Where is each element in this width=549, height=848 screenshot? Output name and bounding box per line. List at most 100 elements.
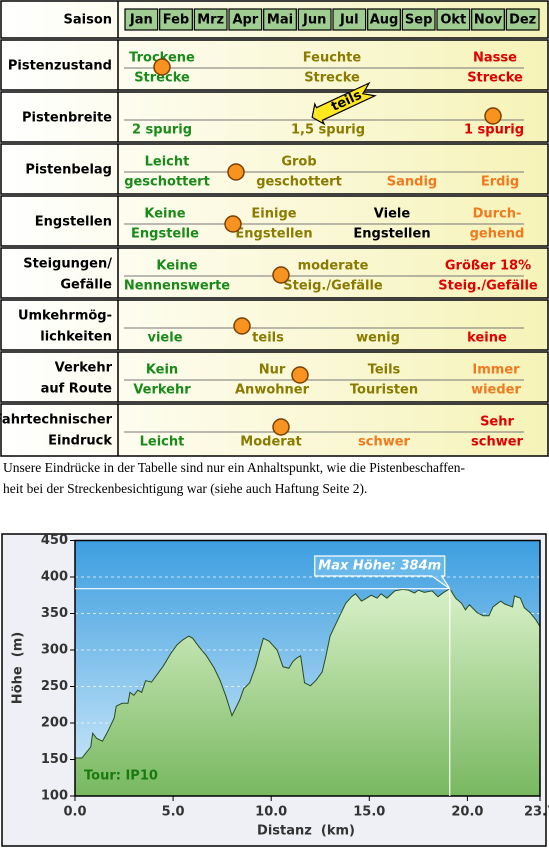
row-option: Größer 18% xyxy=(445,259,531,274)
caption-line: heit bei der Streckenbesichtigung war (s… xyxy=(3,481,367,496)
row-option: 1 spurig xyxy=(464,123,524,138)
month-label: Nov xyxy=(474,13,503,28)
row-option: Einige xyxy=(251,207,296,222)
month-label: Jul xyxy=(339,13,359,28)
month-box xyxy=(228,8,263,31)
elevation-area xyxy=(74,587,541,797)
month-label: Mai xyxy=(267,13,293,28)
month-label: Jun xyxy=(302,13,326,28)
row-option: wieder xyxy=(471,383,521,398)
month-box xyxy=(367,8,401,31)
row-option: geschottert xyxy=(124,175,210,190)
table-row xyxy=(0,351,549,403)
caption-line: Unsere Eindrücke in der Tabelle sind nur… xyxy=(3,460,465,475)
month-box xyxy=(193,8,228,31)
row-option: schwer xyxy=(358,435,411,450)
month-label: Aug xyxy=(370,13,399,28)
y-tick-label: 350 xyxy=(41,606,68,621)
row-label: Steigungen/ xyxy=(23,257,112,272)
row-option: Nur xyxy=(259,363,286,378)
row-option: Leicht xyxy=(145,155,190,170)
row-option: Kein xyxy=(146,363,178,378)
y-axis-title: Höhe (m) xyxy=(11,632,26,704)
max-callout xyxy=(314,555,451,590)
row-option: 1,5 spurig xyxy=(291,123,365,138)
rating-dot xyxy=(153,58,171,76)
row-option: Strecke xyxy=(134,71,190,86)
row-option: 2 spurig xyxy=(132,123,192,138)
x-tick-label: 5.0 xyxy=(162,805,185,820)
row-option: Nasse xyxy=(473,51,517,66)
row-label: lichkeiten xyxy=(40,330,112,345)
month-box xyxy=(436,8,471,31)
row-option: gehend xyxy=(470,227,525,242)
month-label: Feb xyxy=(163,13,189,28)
row-option: geschottert xyxy=(256,175,342,190)
row-option: Touristen xyxy=(350,383,418,398)
row-label: Pistenbreite xyxy=(22,111,112,126)
month-box xyxy=(159,8,193,31)
row-label: Umkehrmög- xyxy=(18,309,112,324)
row-option: Feuchte xyxy=(303,51,362,66)
table-row xyxy=(0,195,549,247)
row-label: Eindruck xyxy=(48,434,112,449)
month-box xyxy=(124,8,159,31)
row-option: teils xyxy=(252,331,284,346)
row-label: Engstellen xyxy=(35,215,112,230)
x-axis-title: Distanz (km) xyxy=(257,824,355,839)
row-option: Immer xyxy=(472,363,520,378)
row-label: Fahrtechnischer xyxy=(0,413,113,428)
month-label: Jan xyxy=(129,13,153,28)
plot-frame xyxy=(74,539,541,797)
row-option: Engstelle xyxy=(131,227,199,242)
rating-dot xyxy=(272,418,290,436)
max-label: Max Höhe: 384m xyxy=(318,559,441,574)
row-option: Strecke xyxy=(304,71,360,86)
row-option: Teils xyxy=(368,363,401,378)
row-option: schwer xyxy=(471,435,524,450)
rating-dot xyxy=(272,266,290,284)
row-option: Keine xyxy=(156,259,197,274)
month-label: Apr xyxy=(232,13,258,28)
row-option: Erdig xyxy=(481,175,519,190)
row-option: Grob xyxy=(281,155,316,170)
rating-dot xyxy=(233,317,251,335)
tour-label: Tour: IP10 xyxy=(84,769,158,784)
y-tick-label: 200 xyxy=(41,716,68,731)
row-option: moderate xyxy=(298,259,369,274)
row-label: Pistenzustand xyxy=(8,59,112,74)
month-label: Sep xyxy=(405,13,433,28)
row-label: auf Route xyxy=(41,382,113,397)
table-row xyxy=(0,143,549,195)
row-option: Leicht xyxy=(140,435,185,450)
x-tick-label: 0.0 xyxy=(63,805,86,820)
month-box xyxy=(332,8,367,31)
row-label: Pistenbelag xyxy=(25,163,112,178)
month-label: Dez xyxy=(509,13,536,28)
row-option: wenig xyxy=(356,331,400,346)
y-tick-label: 250 xyxy=(41,679,68,694)
month-box xyxy=(263,8,297,31)
row-option: Nennenswerte xyxy=(124,279,230,294)
month-box xyxy=(471,8,505,31)
row-option: Sandig xyxy=(387,175,437,190)
row-option: Trockene xyxy=(129,51,195,66)
x-tick-label: 23.7 xyxy=(524,805,549,820)
row-option: Keine xyxy=(144,207,185,222)
row-option: Engstellen xyxy=(353,227,430,242)
x-tick-label: 15.0 xyxy=(353,805,385,820)
month-box xyxy=(401,8,436,31)
row-label: Gefälle xyxy=(60,278,112,293)
row-option: keine xyxy=(467,331,507,346)
x-tick-label: 10.0 xyxy=(255,805,287,820)
table-row xyxy=(0,39,549,91)
y-tick-label: 450 xyxy=(41,533,68,548)
rating-dot xyxy=(291,366,309,384)
arrow-shape xyxy=(311,81,377,126)
y-tick-label: 150 xyxy=(41,752,68,767)
x-tick-label: 20.0 xyxy=(451,805,483,820)
rating-dot xyxy=(224,215,242,233)
table-row xyxy=(0,91,549,143)
